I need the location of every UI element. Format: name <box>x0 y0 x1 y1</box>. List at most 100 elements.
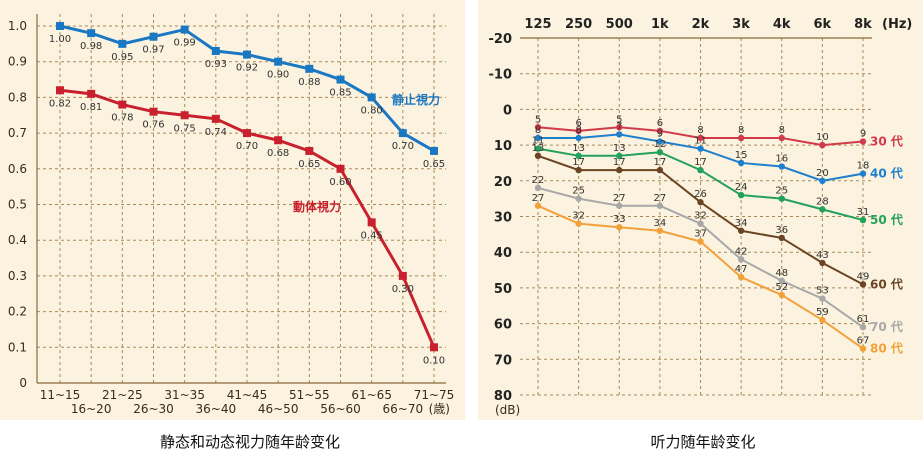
hearing-data-point <box>737 191 745 199</box>
hearing-data-point <box>616 131 623 138</box>
vision-x-unit: (歳) <box>429 402 450 416</box>
hearing-data-label: 15 <box>735 150 748 161</box>
hearing-data-point <box>575 127 582 135</box>
hearing-data-point <box>737 134 745 142</box>
hearing-series-name: 40 代 <box>870 166 903 181</box>
vision-x-tick-label: 26~30 <box>133 402 174 416</box>
vision-data-point <box>274 57 283 66</box>
hearing-x-tick-label: 4k <box>773 17 791 32</box>
hearing-x-unit: (Hz) <box>882 17 912 32</box>
hearing-data-point <box>534 184 542 192</box>
vision-data-label: 0.93 <box>205 59 227 70</box>
hearing-data-label: 22 <box>532 175 545 186</box>
vision-data-label: 0.45 <box>361 230 383 241</box>
vision-data-label: 0.88 <box>298 77 320 88</box>
hearing-data-point <box>819 295 826 302</box>
hearing-series-name: 80 代 <box>870 341 903 356</box>
vision-y-tick-label: 0.1 <box>8 340 27 354</box>
hearing-data-label: 32 <box>694 211 707 222</box>
vision-data-point <box>430 343 438 352</box>
hearing-data-point <box>819 141 826 149</box>
vision-x-tick-label: 66~70 <box>383 402 424 416</box>
hearing-data-label: 5 <box>616 114 622 125</box>
hearing-x-tick-label: 500 <box>606 17 633 32</box>
hearing-x-tick-label: 8k <box>854 17 872 32</box>
vision-x-tick-label: 21~25 <box>102 388 143 402</box>
hearing-data-label: 11 <box>694 136 707 147</box>
hearing-x-tick-label: 3k <box>732 17 750 32</box>
vision-data-point <box>56 22 64 30</box>
vision-y-tick-label: 0.2 <box>8 305 27 319</box>
hearing-y-tick-label: -10 <box>489 68 513 83</box>
vision-data-label: 0.30 <box>392 284 414 295</box>
hearing-data-label: 34 <box>654 218 667 229</box>
vision-data-label: 0.65 <box>423 159 445 170</box>
hearing-y-tick-label: 20 <box>494 175 512 190</box>
hearing-data-point <box>575 220 582 227</box>
hearing-data-label: 27 <box>532 193 545 204</box>
vision-data-label: 0.98 <box>80 41 102 52</box>
hearing-data-label: 59 <box>816 307 829 318</box>
hearing-data-point <box>697 134 704 142</box>
hearing-data-label: 13 <box>613 143 626 154</box>
hearing-data-label: 12 <box>654 139 667 150</box>
vision-data-point <box>180 111 189 120</box>
hearing-data-label: 17 <box>572 157 585 168</box>
hearing-y-tick-label: 60 <box>494 318 512 333</box>
vision-x-tick-label: 46~50 <box>258 402 299 416</box>
hearing-data-point <box>819 259 826 267</box>
vision-data-point <box>336 164 345 173</box>
vision-data-label: 0.90 <box>267 70 289 81</box>
hearing-data-label: 36 <box>775 225 788 236</box>
hearing-data-label: 26 <box>694 189 707 200</box>
hearing-data-point <box>534 134 542 142</box>
vision-y-tick-label: 0.6 <box>8 162 27 176</box>
hearing-data-label: 43 <box>816 250 829 261</box>
hearing-data-point <box>737 256 745 263</box>
hearing-data-label: 49 <box>857 271 870 282</box>
vision-data-label: 0.97 <box>142 45 164 56</box>
hearing-data-label: 8 <box>697 125 703 136</box>
vision-data-label: 0.81 <box>80 102 102 113</box>
hearing-data-point <box>656 227 664 234</box>
hearing-x-tick-label: 125 <box>524 17 551 32</box>
vision-series-name: 静止視力 <box>392 92 440 107</box>
hearing-data-point <box>616 166 623 174</box>
hearing-data-label: 25 <box>775 186 788 197</box>
vision-data-label: 0.65 <box>298 159 320 170</box>
vision-chart-title: 静态和动态视力随年龄变化 <box>160 433 340 451</box>
hearing-data-label: 13 <box>572 143 585 154</box>
hearing-data-point <box>616 124 623 131</box>
vision-y-tick-label: 0.5 <box>8 198 27 212</box>
vision-data-point <box>149 32 158 41</box>
vision-data-point <box>367 218 376 227</box>
hearing-data-point <box>656 202 664 209</box>
vision-data-label: 0.85 <box>329 88 351 99</box>
hearing-data-label: 24 <box>735 182 748 193</box>
hearing-data-point <box>859 281 867 288</box>
vision-y-tick-label: 0 <box>19 376 27 390</box>
hearing-series-name: 50 代 <box>870 212 903 227</box>
hearing-data-label: 8 <box>738 125 744 136</box>
vision-y-tick-label: 0.7 <box>8 126 27 140</box>
vision-data-label: 0.70 <box>392 141 414 152</box>
vision-data-point <box>211 114 220 123</box>
vision-x-tick-label: 11~15 <box>40 388 81 402</box>
vision-data-point <box>367 93 376 102</box>
hearing-data-point <box>859 216 867 224</box>
vision-chart-background <box>0 0 465 420</box>
hearing-data-point <box>575 152 582 160</box>
vision-series-dynamic: 0.82 0.81 0.78 0.76 0.75 0.74 0.70 0.68 0.65 0.60… <box>49 86 445 366</box>
hearing-data-label: 10 <box>816 132 829 143</box>
hearing-data-point <box>697 145 704 152</box>
hearing-data-label: 6 <box>657 118 663 129</box>
hearing-data-point <box>656 166 664 174</box>
vision-data-label: 0.68 <box>267 148 289 159</box>
hearing-data-label: 18 <box>857 161 870 172</box>
hearing-data-label: 6 <box>575 118 581 129</box>
vision-x-tick-label: 16~20 <box>71 402 112 416</box>
vision-series-static: 1.00 0.98 0.95 0.97 0.99 0.93 0.92 0.90 0.88 0.85… <box>49 22 445 170</box>
hearing-data-point <box>819 316 826 324</box>
